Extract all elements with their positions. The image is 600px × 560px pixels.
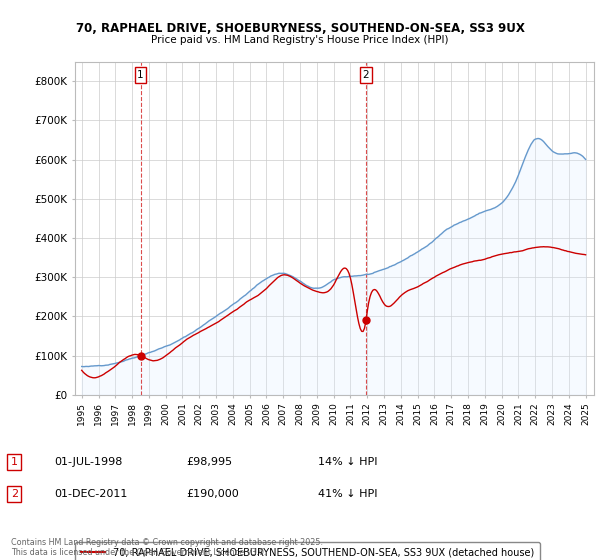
Text: 14% ↓ HPI: 14% ↓ HPI xyxy=(318,457,377,467)
Text: £190,000: £190,000 xyxy=(186,489,239,499)
Legend: 70, RAPHAEL DRIVE, SHOEBURYNESS, SOUTHEND-ON-SEA, SS3 9UX (detached house), HPI:: 70, RAPHAEL DRIVE, SHOEBURYNESS, SOUTHEN… xyxy=(74,542,539,560)
Text: 41% ↓ HPI: 41% ↓ HPI xyxy=(318,489,377,499)
Text: 2: 2 xyxy=(11,489,18,499)
Text: 01-JUL-1998: 01-JUL-1998 xyxy=(54,457,122,467)
Text: 2: 2 xyxy=(362,70,369,80)
Text: 1: 1 xyxy=(137,70,144,80)
Text: 70, RAPHAEL DRIVE, SHOEBURYNESS, SOUTHEND-ON-SEA, SS3 9UX: 70, RAPHAEL DRIVE, SHOEBURYNESS, SOUTHEN… xyxy=(76,22,524,35)
Text: 01-DEC-2011: 01-DEC-2011 xyxy=(54,489,127,499)
Text: Contains HM Land Registry data © Crown copyright and database right 2025.
This d: Contains HM Land Registry data © Crown c… xyxy=(11,538,323,557)
Text: £98,995: £98,995 xyxy=(186,457,232,467)
Text: 1: 1 xyxy=(11,457,18,467)
Text: Price paid vs. HM Land Registry's House Price Index (HPI): Price paid vs. HM Land Registry's House … xyxy=(151,35,449,45)
